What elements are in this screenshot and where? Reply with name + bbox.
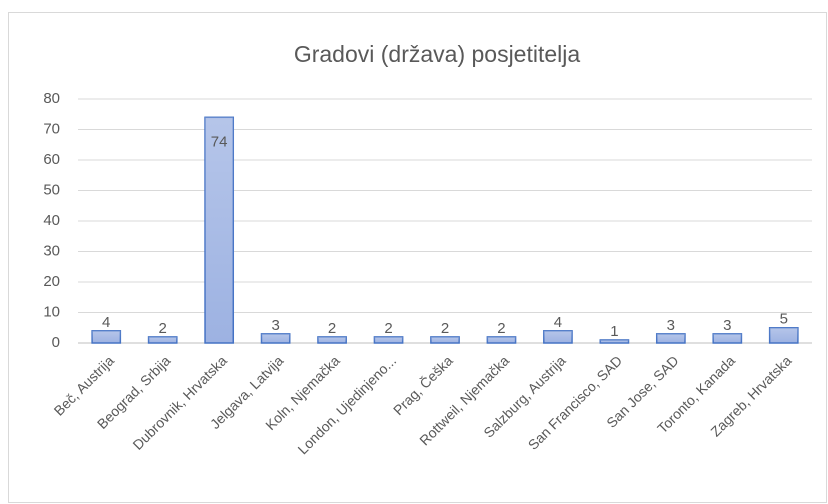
data-label: 3 — [723, 317, 731, 334]
data-label: 2 — [159, 320, 167, 337]
data-label: 5 — [780, 311, 788, 328]
bar-shine — [769, 327, 798, 343]
data-label: 74 — [211, 133, 228, 150]
data-label: 4 — [554, 314, 562, 331]
data-label: 1 — [610, 323, 618, 340]
bar-shine — [374, 336, 403, 343]
data-label: 2 — [328, 320, 336, 337]
y-tick-label: 40 — [43, 212, 60, 229]
y-tick-label: 50 — [43, 181, 60, 198]
bar-shine — [487, 336, 516, 343]
bar-shine — [656, 333, 685, 343]
bar-shine — [261, 333, 290, 343]
bar-shine — [543, 330, 573, 343]
bar-shine — [713, 333, 742, 343]
data-label: 3 — [271, 317, 279, 334]
data-label: 2 — [497, 320, 505, 337]
bar-shine — [430, 336, 460, 343]
y-tick-label: 70 — [43, 120, 60, 137]
bar-shine — [317, 336, 347, 343]
bar-shine — [600, 339, 629, 343]
data-label: 2 — [384, 320, 392, 337]
y-tick-label: 60 — [43, 151, 60, 168]
bar-shine — [92, 330, 121, 343]
bar-shine — [205, 117, 234, 343]
y-tick-label: 10 — [43, 303, 60, 320]
y-tick-label: 30 — [43, 242, 60, 259]
y-tick-label: 20 — [43, 273, 60, 290]
chart-border — [8, 12, 827, 503]
bar-shine — [148, 336, 177, 343]
y-tick-label: 0 — [52, 334, 60, 351]
chart-title: Gradovi (država) posjetitelja — [294, 41, 581, 67]
y-tick-label: 80 — [43, 90, 60, 107]
data-label: 4 — [102, 314, 110, 331]
data-label: 3 — [667, 317, 675, 334]
data-label: 2 — [441, 320, 449, 337]
